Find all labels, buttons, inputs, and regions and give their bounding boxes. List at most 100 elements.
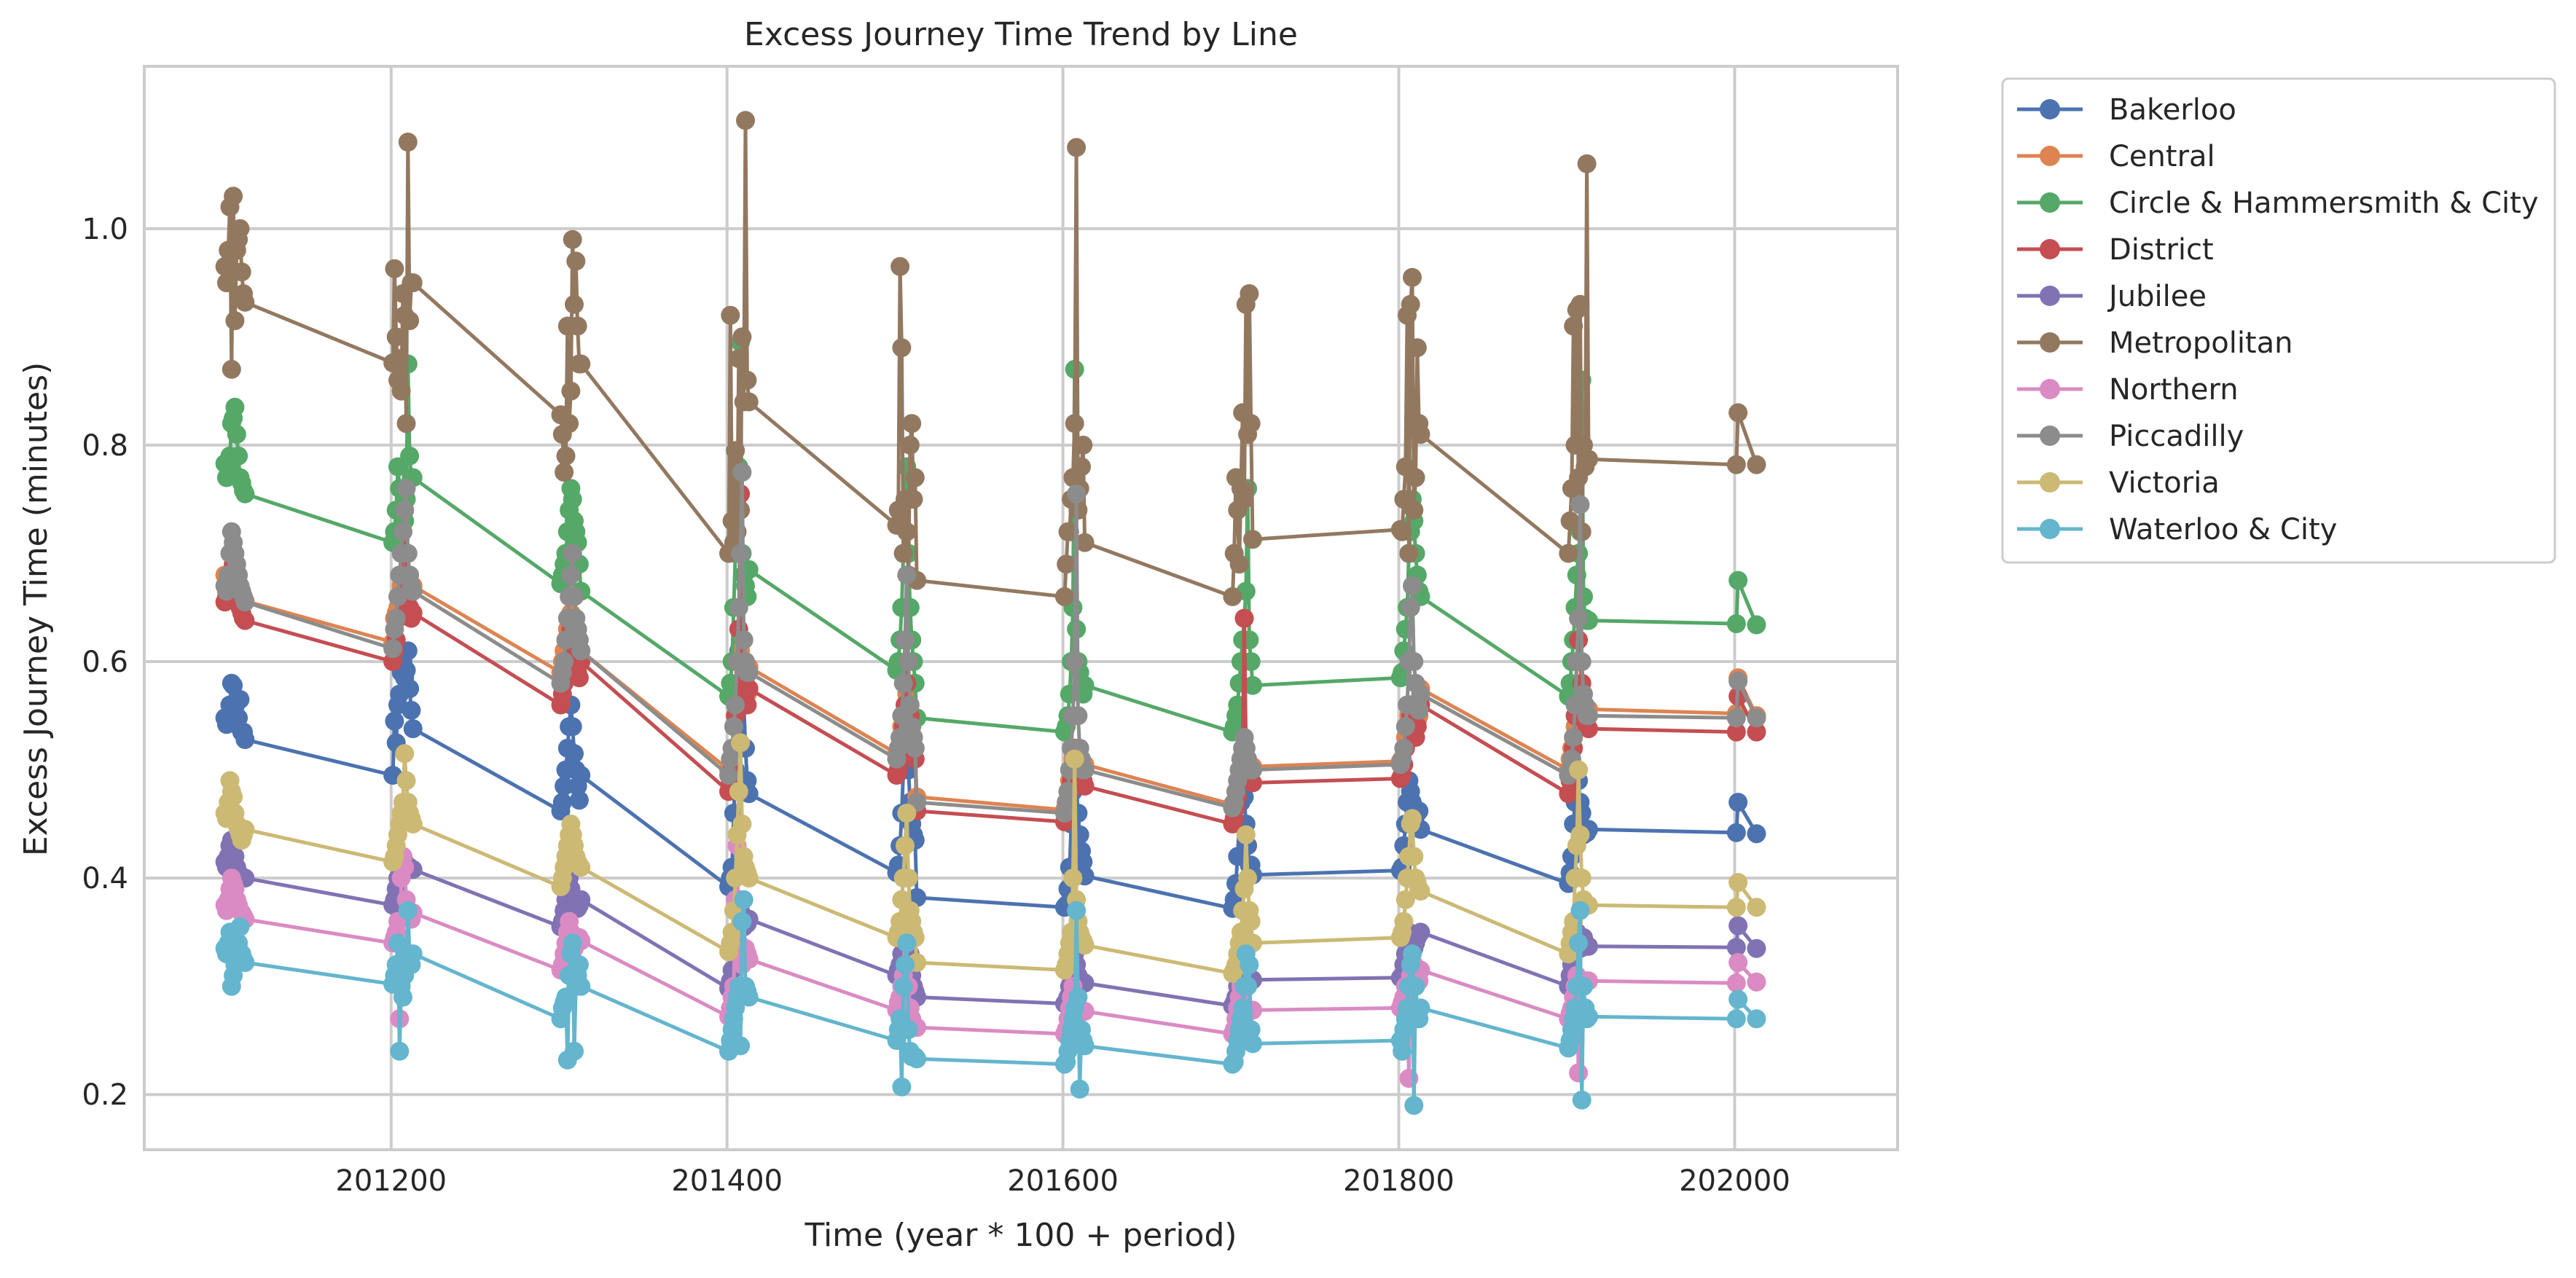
data-point-piccadilly — [395, 501, 415, 520]
data-point-metropolitan — [390, 349, 410, 369]
legend-label: Central — [2109, 140, 2215, 173]
data-point-circle-hammersmith-city — [235, 484, 255, 503]
data-point-bakerloo — [396, 660, 416, 680]
x-tick-label: 201800 — [1343, 1164, 1455, 1198]
x-tick-label: 201200 — [335, 1164, 447, 1198]
data-point-northern — [1569, 1063, 1589, 1083]
data-point-piccadilly — [398, 544, 418, 563]
series-waterloo-city — [215, 890, 1766, 1116]
data-point-metropolitan — [1229, 554, 1249, 574]
data-point-waterloo-city — [732, 912, 752, 931]
data-point-metropolitan — [726, 441, 745, 460]
data-point-piccadilly — [388, 587, 407, 606]
data-point-waterloo-city — [1411, 998, 1430, 1018]
data-point-waterloo-city — [1569, 933, 1589, 953]
data-point-bakerloo — [1747, 824, 1766, 844]
data-point-district — [739, 679, 759, 699]
data-point-waterloo-city — [390, 1041, 410, 1061]
data-point-piccadilly — [555, 652, 574, 671]
legend-label: Victoria — [2109, 466, 2220, 500]
data-point-metropolitan — [737, 370, 757, 390]
data-point-waterloo-city — [565, 1041, 584, 1061]
data-point-circle-hammersmith-city — [900, 597, 920, 617]
data-point-piccadilly — [1569, 608, 1589, 628]
legend-label: Jubilee — [2107, 280, 2207, 313]
legend-label: Metropolitan — [2109, 326, 2293, 360]
data-point-metropolitan — [890, 256, 910, 276]
data-point-circle-hammersmith-city — [1567, 565, 1586, 585]
data-point-bakerloo — [224, 675, 243, 695]
data-point-piccadilly — [571, 641, 591, 661]
data-point-waterloo-city — [899, 1020, 918, 1040]
legend-item-circle-hammersmith-city: Circle & Hammersmith & City — [2017, 187, 2539, 220]
data-point-waterloo-city — [1403, 944, 1422, 964]
data-point-waterloo-city — [1241, 1020, 1261, 1040]
data-point-metropolitan — [1564, 316, 1583, 336]
data-point-metropolitan — [1067, 138, 1087, 157]
legend-item-central: Central — [2017, 140, 2215, 173]
legend-swatch-marker — [2040, 286, 2060, 306]
data-point-metropolitan — [232, 262, 251, 282]
data-point-bakerloo — [552, 793, 572, 812]
data-point-waterloo-city — [398, 901, 418, 920]
data-point-piccadilly — [729, 597, 748, 617]
data-point-victoria — [1411, 882, 1430, 901]
data-point-metropolitan — [1411, 425, 1430, 444]
data-point-metropolitan — [1223, 587, 1242, 606]
data-point-metropolitan — [1393, 522, 1412, 541]
data-point-northern — [1747, 972, 1766, 992]
data-point-piccadilly — [899, 652, 918, 671]
data-point-metropolitan — [732, 327, 752, 347]
data-point-bakerloo — [1726, 823, 1746, 842]
series-victoria — [215, 733, 1766, 983]
data-point-waterloo-city — [1574, 976, 1593, 996]
data-point-victoria — [1065, 749, 1084, 769]
data-point-metropolitan — [1406, 468, 1425, 487]
legend-swatch-marker — [2040, 146, 2060, 166]
data-point-piccadilly — [726, 695, 745, 715]
data-point-bakerloo — [1073, 852, 1093, 871]
y-tick-label: 0.4 — [82, 862, 128, 895]
data-point-waterloo-city — [1240, 955, 1259, 974]
data-point-district — [235, 611, 255, 630]
data-point-metropolitan — [555, 463, 574, 482]
data-point-waterloo-city — [1747, 1009, 1766, 1029]
data-point-piccadilly — [1068, 706, 1088, 726]
data-point-victoria — [732, 814, 752, 834]
data-point-metropolitan — [1072, 457, 1091, 477]
data-point-metropolitan — [400, 311, 420, 331]
data-point-waterloo-city — [731, 1036, 751, 1056]
data-point-district — [1726, 722, 1746, 742]
plot-frame — [143, 65, 1899, 1151]
data-point-bakerloo — [230, 690, 250, 709]
data-point-piccadilly — [893, 673, 913, 693]
data-point-metropolitan — [386, 327, 406, 347]
data-point-metropolitan — [1073, 435, 1093, 455]
data-point-metropolitan — [563, 230, 582, 249]
data-point-piccadilly — [393, 522, 412, 541]
data-point-victoria — [896, 836, 915, 855]
data-point-waterloo-city — [739, 987, 759, 1007]
data-point-metropolitan — [398, 133, 418, 152]
data-point-metropolitan — [1399, 544, 1419, 563]
legend-item-piccadilly: Piccadilly — [2017, 420, 2244, 453]
legend-item-metropolitan: Metropolitan — [2017, 326, 2293, 360]
data-point-victoria — [1570, 825, 1590, 844]
data-point-district — [1075, 776, 1095, 796]
data-point-piccadilly — [900, 695, 920, 715]
data-point-metropolitan — [729, 349, 748, 369]
data-point-waterloo-city — [1729, 989, 1748, 1009]
legend-item-northern: Northern — [2017, 373, 2239, 407]
data-point-victoria — [1238, 869, 1258, 888]
data-point-piccadilly — [561, 565, 581, 585]
legend-swatch-marker — [2040, 239, 2060, 259]
data-point-circle-hammersmith-city — [1729, 571, 1748, 590]
data-point-metropolitan — [1057, 554, 1076, 574]
y-tick-label: 1.0 — [82, 213, 128, 246]
legend-label: Northern — [2109, 373, 2239, 407]
data-point-victoria — [1395, 890, 1415, 909]
data-point-bakerloo — [400, 679, 420, 699]
data-point-waterloo-city — [1406, 976, 1425, 996]
data-point-bakerloo — [235, 730, 255, 749]
data-point-bakerloo — [385, 711, 404, 731]
